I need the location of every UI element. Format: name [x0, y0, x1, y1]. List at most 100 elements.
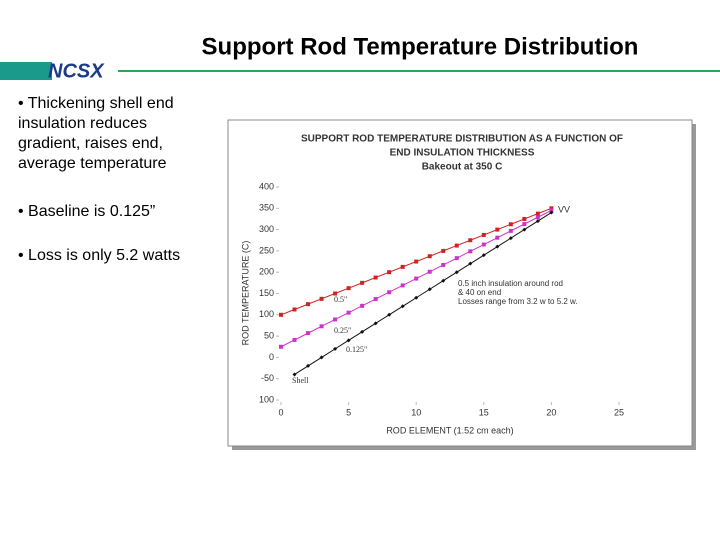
marker: [400, 304, 405, 309]
marker: [454, 256, 459, 261]
marker: [414, 259, 419, 264]
bullet-text: • Loss is only 5.2 watts: [18, 247, 180, 264]
marker: [495, 235, 500, 240]
marker: [346, 338, 351, 343]
marker: [360, 329, 365, 334]
marker: [549, 210, 554, 215]
bullet-text: average temperature: [18, 155, 167, 172]
y-tick-label: 400: [259, 181, 274, 191]
marker: [387, 270, 392, 275]
y-tick-label: 200: [259, 267, 274, 277]
marker: [441, 248, 446, 253]
y-tick-label: 300: [259, 224, 274, 234]
y-tick-label: 350: [259, 203, 274, 213]
marker: [454, 270, 459, 275]
marker: [319, 296, 324, 301]
marker: [481, 242, 486, 247]
marker: [427, 287, 432, 292]
marker: [441, 278, 446, 283]
y-tick-label: 150: [259, 288, 274, 298]
marker: [481, 253, 486, 258]
series-line: [294, 212, 552, 375]
marker: [495, 244, 500, 249]
marker: [279, 344, 283, 349]
marker: [427, 269, 432, 274]
marker: [373, 297, 378, 302]
marker: [535, 219, 540, 224]
marker: [360, 280, 365, 285]
marker: [319, 324, 324, 329]
marker: [549, 208, 554, 213]
series-label: 0.25": [334, 326, 351, 335]
marker: [306, 331, 311, 336]
marker: [535, 211, 540, 216]
marker: [549, 206, 554, 211]
marker: [522, 222, 527, 227]
logo: NCSX: [48, 60, 105, 82]
bullet-text: • Thickening shell end: [18, 95, 174, 112]
marker: [373, 275, 378, 280]
chart-title: SUPPORT ROD TEMPERATURE DISTRIBUTION AS …: [301, 134, 623, 145]
marker: [508, 236, 513, 241]
marker: [400, 283, 405, 288]
marker: [522, 216, 527, 221]
marker: [400, 264, 405, 269]
marker: [292, 372, 297, 377]
series-label: 0.125": [346, 345, 367, 354]
series-label: 0.5": [334, 295, 347, 304]
marker: [454, 243, 459, 248]
marker: [387, 290, 392, 295]
marker: [535, 215, 540, 220]
x-tick-label: 0: [278, 407, 283, 417]
marker: [468, 249, 473, 254]
x-tick-label: 10: [411, 407, 421, 417]
bullet-text: • Baseline is 0.125”: [18, 203, 155, 220]
marker: [346, 310, 351, 315]
marker: [360, 303, 365, 308]
annotation: Shell: [292, 376, 309, 385]
marker: [306, 363, 311, 368]
marker: [495, 227, 500, 232]
y-tick-label: 100: [259, 309, 274, 319]
marker: [319, 355, 324, 360]
y-tick-label: 250: [259, 245, 274, 255]
x-tick-label: 5: [346, 407, 351, 417]
marker: [414, 276, 419, 281]
marker: [346, 286, 351, 291]
y-tick-label: 100: [259, 394, 274, 404]
y-tick-label: -50: [261, 373, 274, 383]
annotation: 0.5 inch insulation around rod: [458, 279, 563, 288]
marker: [481, 232, 486, 237]
marker: [468, 261, 473, 266]
marker: [508, 228, 513, 233]
marker: [441, 262, 446, 267]
y-tick-label: 0: [269, 352, 274, 362]
marker: [468, 238, 473, 243]
marker: [522, 227, 527, 232]
annotation: & 40 on end: [458, 288, 501, 297]
marker: [292, 337, 297, 342]
bullet-text: gradient, raises end,: [18, 135, 163, 152]
marker: [306, 302, 311, 307]
logo-bar: [0, 62, 52, 80]
marker: [508, 222, 513, 227]
x-tick-label: 15: [479, 407, 489, 417]
annotation: Losses range from 3.2 w to 5.2 w.: [458, 297, 578, 306]
marker: [373, 321, 378, 326]
marker: [292, 307, 297, 312]
y-tick-label: 50: [264, 330, 274, 340]
annotation: VV: [558, 204, 570, 214]
marker: [279, 312, 283, 317]
marker: [414, 295, 419, 300]
marker: [427, 254, 432, 259]
chart-title: END INSULATION THICKNESS: [390, 148, 535, 159]
marker: [333, 317, 338, 322]
marker: [333, 346, 338, 351]
x-axis-label: ROD ELEMENT (1.52 cm each): [386, 425, 513, 435]
y-axis-label: ROD TEMPERATURE (C): [240, 241, 250, 346]
x-tick-label: 20: [546, 407, 556, 417]
chart-title: Bakeout at 350 C: [422, 162, 503, 173]
marker: [333, 291, 338, 296]
chart-frame: [227, 119, 693, 447]
